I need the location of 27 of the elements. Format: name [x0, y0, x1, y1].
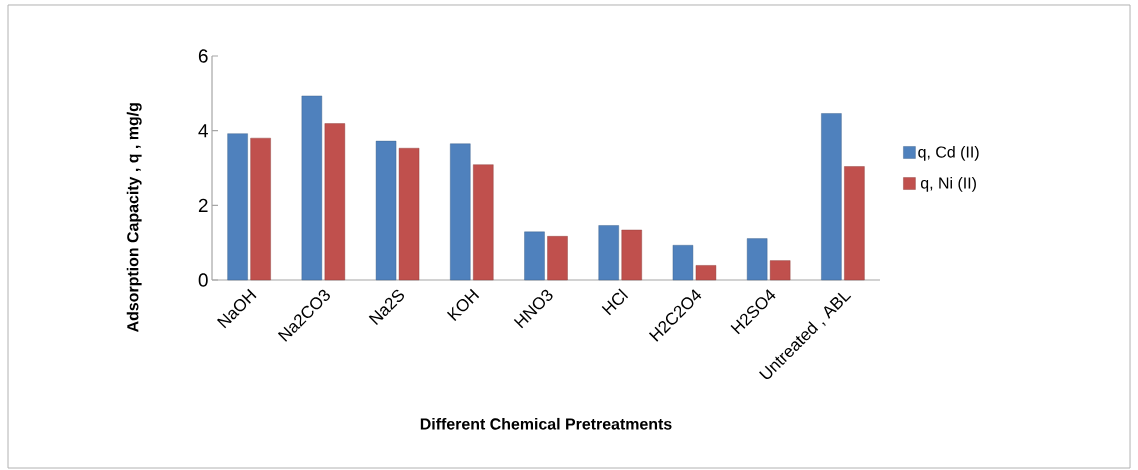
x-tick-label: HCl — [601, 288, 629, 316]
bar — [324, 123, 346, 281]
bar — [250, 137, 271, 281]
bar — [524, 231, 545, 281]
bar — [398, 148, 420, 281]
bar — [821, 113, 842, 281]
y-tick-label: 6 — [198, 49, 208, 63]
legend-label: q, Ni (II) — [920, 177, 976, 192]
bar — [547, 236, 568, 281]
bar — [473, 164, 494, 281]
bar — [746, 238, 768, 281]
x-axis-title: Different Chemical Pretreatments — [420, 417, 672, 430]
bar — [301, 95, 323, 281]
y-axis-title: Adsorption Capacity , q , mg/g — [126, 103, 142, 333]
bar — [598, 225, 619, 281]
bar — [227, 133, 248, 281]
y-tick-label: 2 — [198, 198, 208, 212]
bar — [769, 260, 791, 281]
bar — [621, 229, 642, 281]
legend-label: q, Cd (II) — [918, 145, 979, 161]
bar — [844, 166, 865, 281]
y-tick-label: 0 — [198, 273, 208, 287]
bar — [695, 265, 717, 281]
bar — [450, 143, 471, 281]
bar — [672, 245, 694, 281]
y-tick-label: 4 — [198, 124, 208, 138]
bar — [375, 140, 397, 281]
